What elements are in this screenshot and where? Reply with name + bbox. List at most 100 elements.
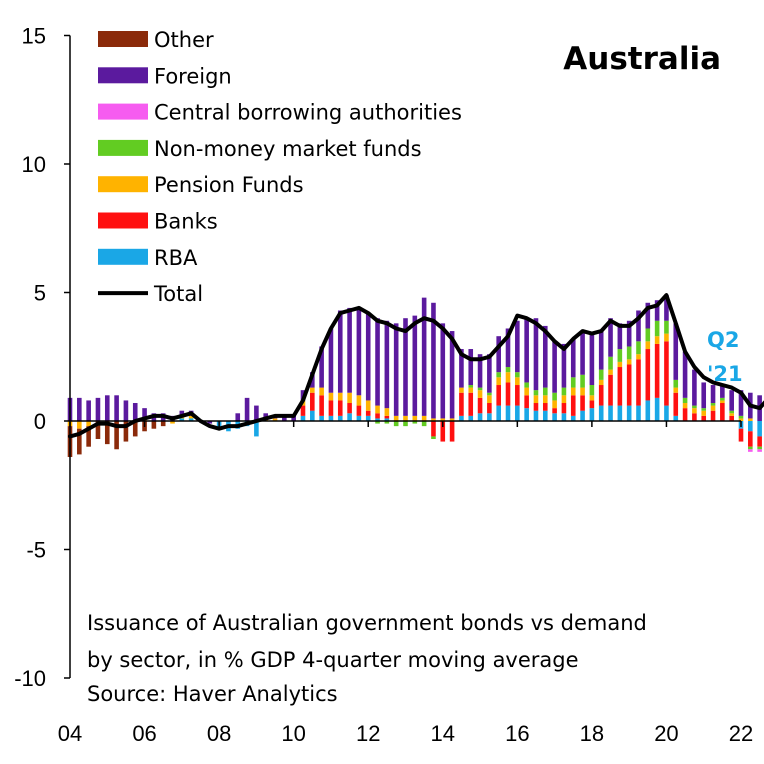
bar-segment-pension-funds [617,361,623,368]
bar-segment-pension-funds [347,392,352,404]
bar-segment-banks [664,341,669,406]
bar-segment-banks [384,415,390,419]
bar-segment-foreign [347,307,352,393]
bar-segment-pension-funds [431,418,436,421]
bar-segment-banks [375,413,380,419]
bar-segment-rba [533,410,539,421]
bar-segment-foreign [319,346,324,388]
bar-segment-rba [365,415,371,421]
bar-segment-non-money-market-funds [710,403,716,406]
bar-segment-banks [701,415,707,421]
bar-segment-foreign [132,403,138,421]
bar-segment-rba [552,413,557,421]
bar-segment-other [104,421,110,445]
bar-segment-rba [664,405,669,421]
bar-segment-banks [356,405,362,416]
bar-segment-pension-funds [664,333,669,342]
legend-item: Other [98,28,214,52]
bar-segment-non-money-market-funds [524,382,529,388]
legend-label: Non-money market funds [154,137,422,161]
bar-segment-rba [598,405,604,421]
bar-segment-banks [654,343,660,398]
bar-segment-non-money-market-funds [496,372,501,378]
bar-segment-non-money-market-funds [748,446,753,450]
bar-segment-pension-funds [729,413,734,416]
bar-segment-foreign [244,397,250,421]
bar-segment-banks [524,395,529,409]
bar-segment-non-money-market-funds [617,349,623,362]
bar-segment-non-money-market-funds [729,410,734,414]
bar-segment-foreign [477,354,483,388]
x-tick-label: 12 [356,721,380,746]
bar-segment-pension-funds [570,387,576,396]
bar-segment-non-money-market-funds [403,421,408,427]
bar-segment-pension-funds [608,369,613,375]
bar-segment-pension-funds [440,418,446,421]
bar-segment-rba [384,418,390,421]
bar-segment-foreign [207,421,213,424]
bar-segment-rba [515,405,520,421]
bar-segment-banks [598,385,604,406]
bar-segment-pension-funds [421,415,427,421]
bar-segment-pension-funds [468,387,474,393]
legend-label: RBA [154,246,198,270]
bar-segment-foreign [337,310,343,393]
bar-segment-non-money-market-funds [598,369,604,380]
bar-segment-banks [310,392,315,411]
bar-segment-banks [636,359,641,406]
bar-segment-rba [561,413,567,421]
x-tick-label: 22 [729,721,753,746]
bar-segment-pension-funds [459,387,464,393]
annotation-year: '21 [707,362,743,386]
bar-segment-rba [589,408,595,421]
bar-segment-banks [505,382,511,406]
bar-segment-foreign [104,395,110,421]
bar-segment-rba [673,415,679,421]
legend-item: Central borrowing authorities [98,101,462,125]
bar-segment-non-money-market-funds [580,374,585,388]
bar-segment-foreign [673,323,679,380]
bar-segment-pension-funds [449,418,455,421]
bar-segment-banks [645,349,651,401]
bar-segment-other [114,421,119,450]
y-tick-label: 10 [22,152,46,177]
bar-segment-banks [608,374,613,406]
bar-segment-rba [617,405,623,421]
bar-segment-banks [487,403,492,414]
x-tick-label: 14 [431,721,455,746]
bar-segment-non-money-market-funds [393,421,399,427]
bar-segment-other [86,426,91,447]
bar-segment-non-money-market-funds [468,385,474,388]
bar-segment-foreign [692,369,697,406]
legend-label: Pension Funds [154,173,304,197]
bar-segment-foreign [282,415,287,421]
bar-segment-pension-funds [692,408,697,414]
bar-segment-foreign [384,320,390,409]
y-tick-label: 5 [34,281,46,306]
bar-segment-non-money-market-funds [412,421,418,424]
bar-segment-foreign [365,313,371,401]
bar-segment-banks [748,431,753,447]
bar-segment-rba [179,418,185,421]
bar-segment-banks [319,395,324,416]
bar-segment-pension-funds [337,392,343,401]
bar-segment-pension-funds [384,408,390,416]
bar-segment-non-money-market-funds [682,397,688,404]
bar-segment-rba [505,405,511,421]
bar-segment-banks [589,400,595,409]
bar-segment-foreign [449,331,455,419]
legend-swatch [98,212,148,229]
legend-swatch [98,103,148,120]
bar-segment-banks [515,385,520,406]
bar-segment-non-money-market-funds [608,356,613,370]
legend-label: Other [154,28,214,52]
bar-segment-banks [626,364,632,406]
x-tick-label: 18 [580,721,604,746]
bar-segment-banks [533,403,539,411]
bar-segment-banks [552,408,557,414]
bar-segment-rba [328,415,334,421]
legend-item: Foreign [98,64,232,88]
x-tick-label: 20 [654,721,678,746]
bar-segment-non-money-market-funds [720,397,725,401]
